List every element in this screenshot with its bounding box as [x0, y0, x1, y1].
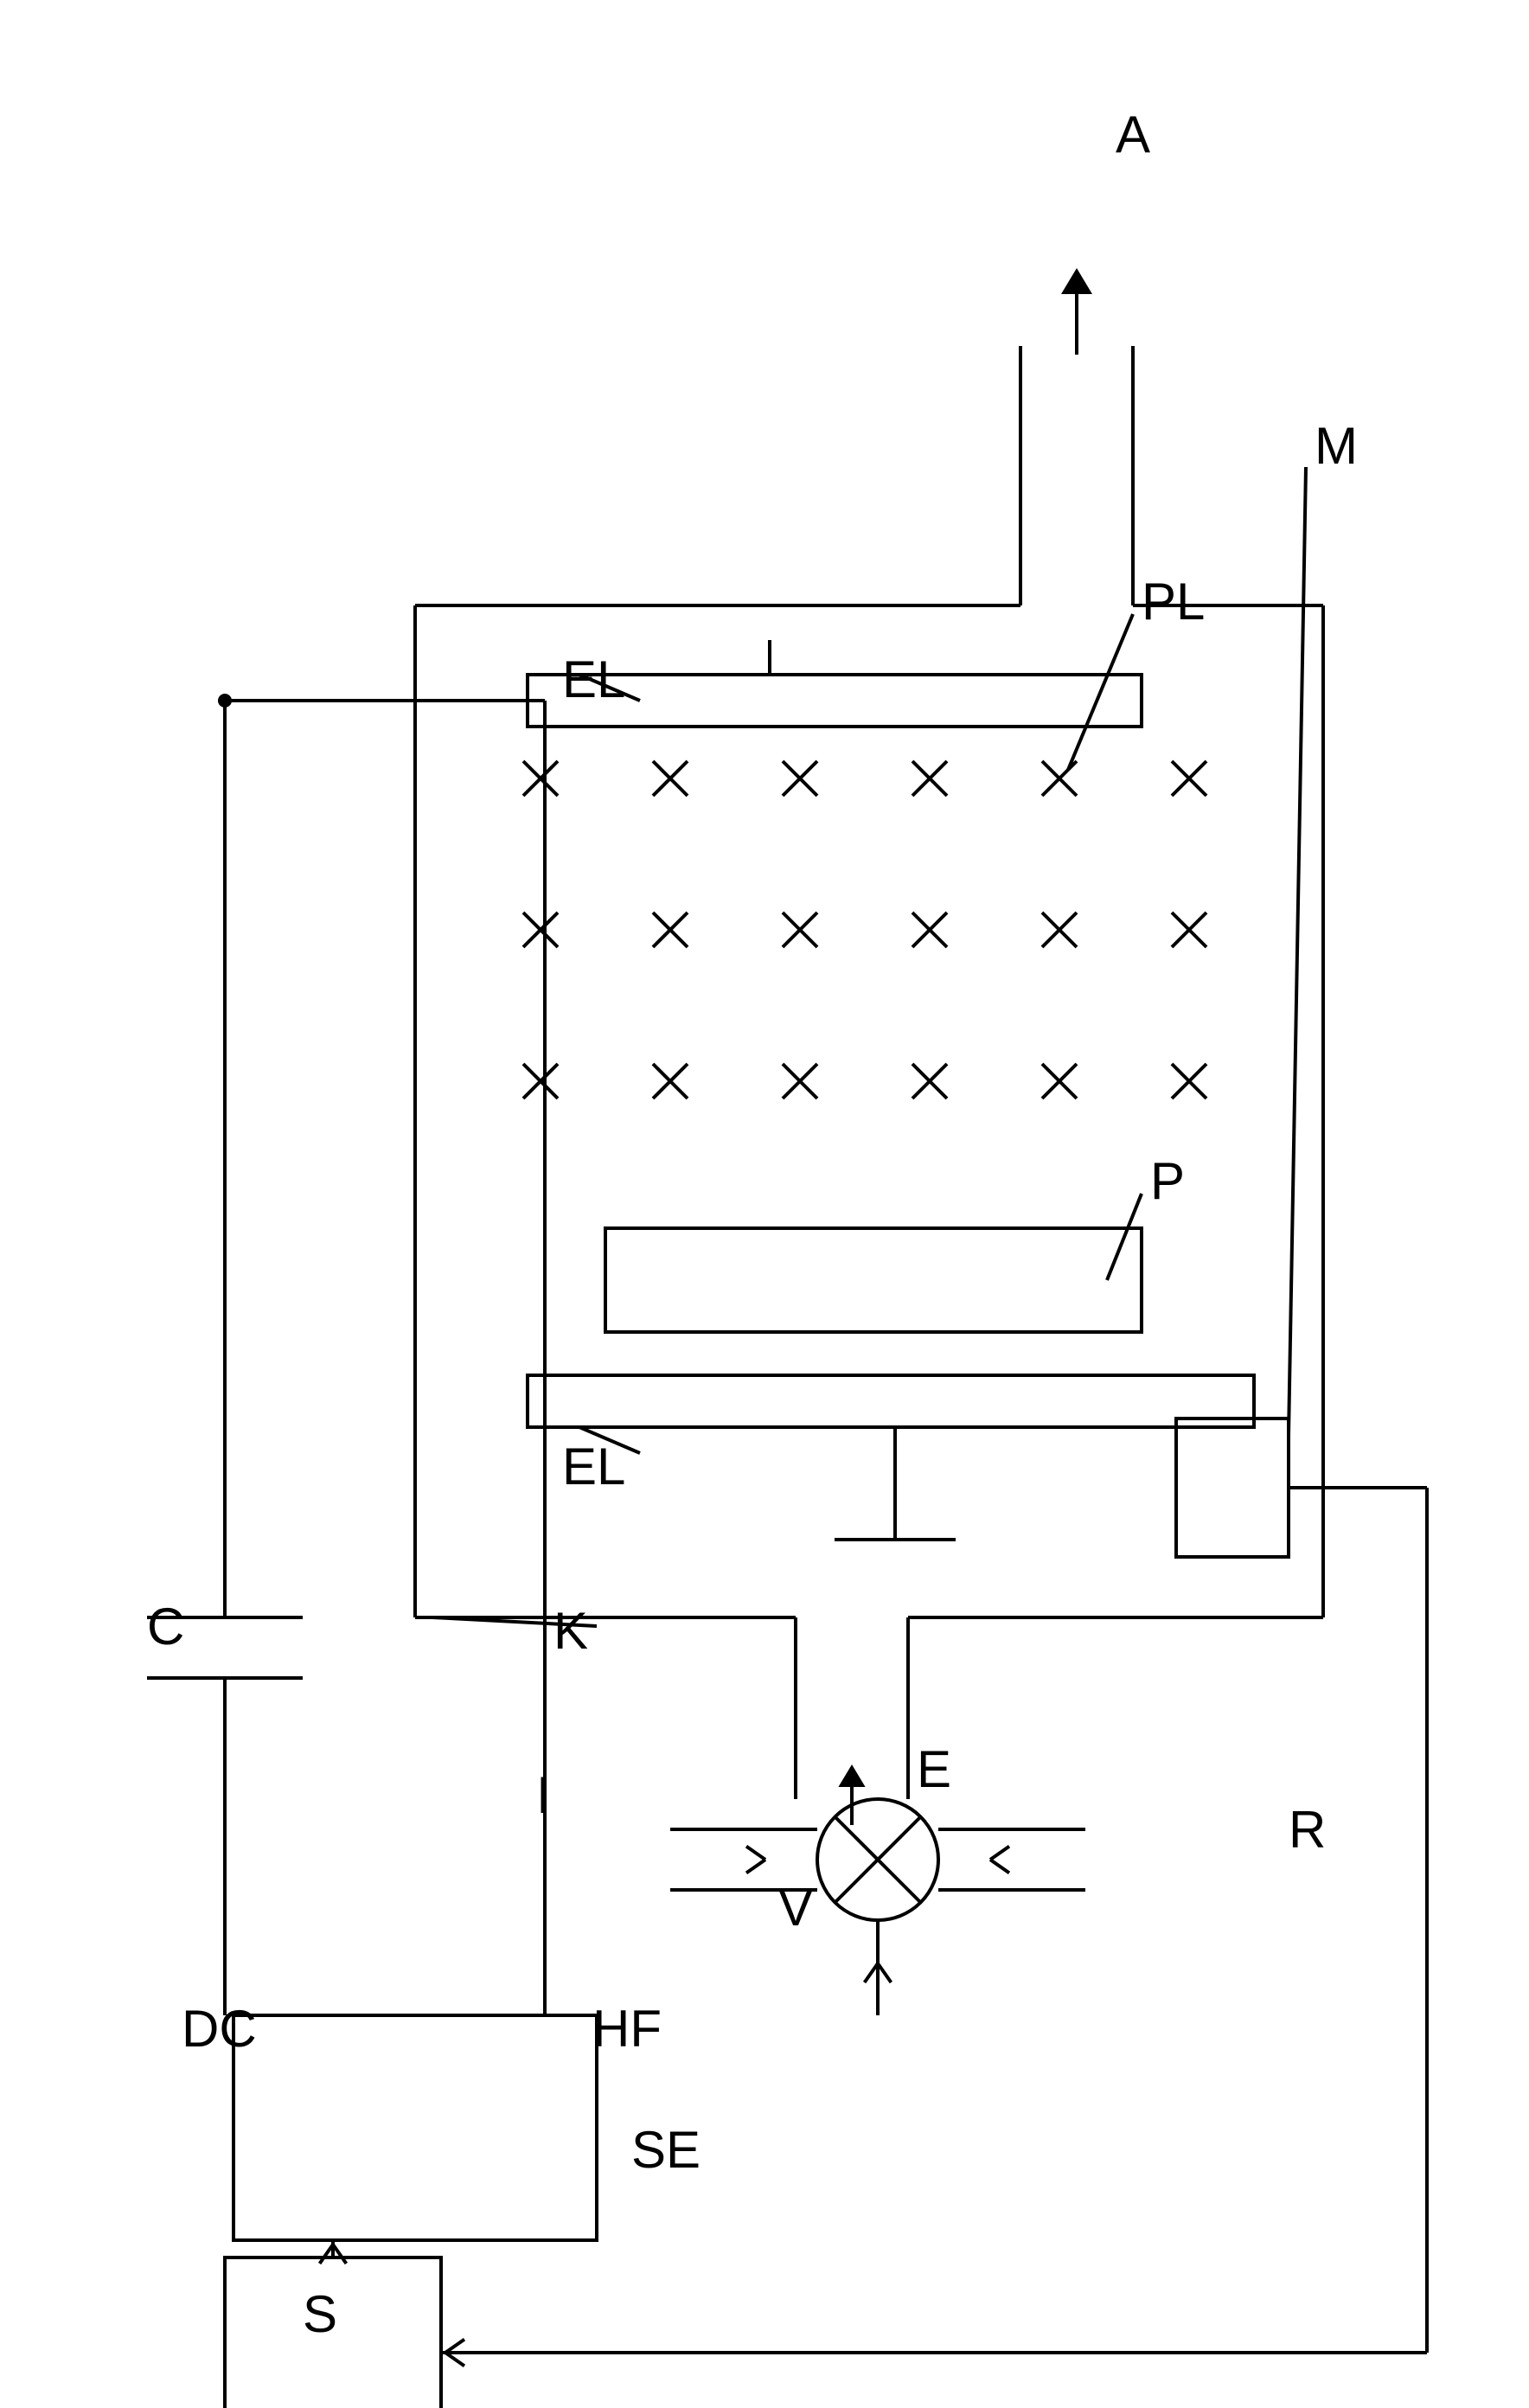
label-v: V: [778, 1879, 813, 1937]
label-el_bottom: EL: [562, 1438, 625, 1495]
label-m: M: [1315, 417, 1358, 475]
label-hf: HF: [592, 2000, 662, 2058]
label-k: K: [553, 1602, 588, 1660]
label-p: P: [1150, 1152, 1185, 1210]
label-i: I: [536, 1766, 551, 1824]
label-dc: DC: [182, 2000, 257, 2058]
label-el_top: EL: [562, 650, 625, 708]
monitor-box: [1176, 1419, 1289, 1557]
label-e: E: [917, 1740, 951, 1798]
se-box: [234, 2015, 597, 2240]
label-r: R: [1289, 1801, 1326, 1859]
electrode-bottom: [528, 1375, 1254, 1427]
sample-plate: [605, 1228, 1142, 1332]
label-c: C: [147, 1598, 184, 1656]
label-s: S: [303, 2285, 337, 2343]
label-a: A: [1116, 106, 1150, 163]
label-pl: PL: [1142, 573, 1205, 631]
label-se: SE: [631, 2121, 701, 2179]
